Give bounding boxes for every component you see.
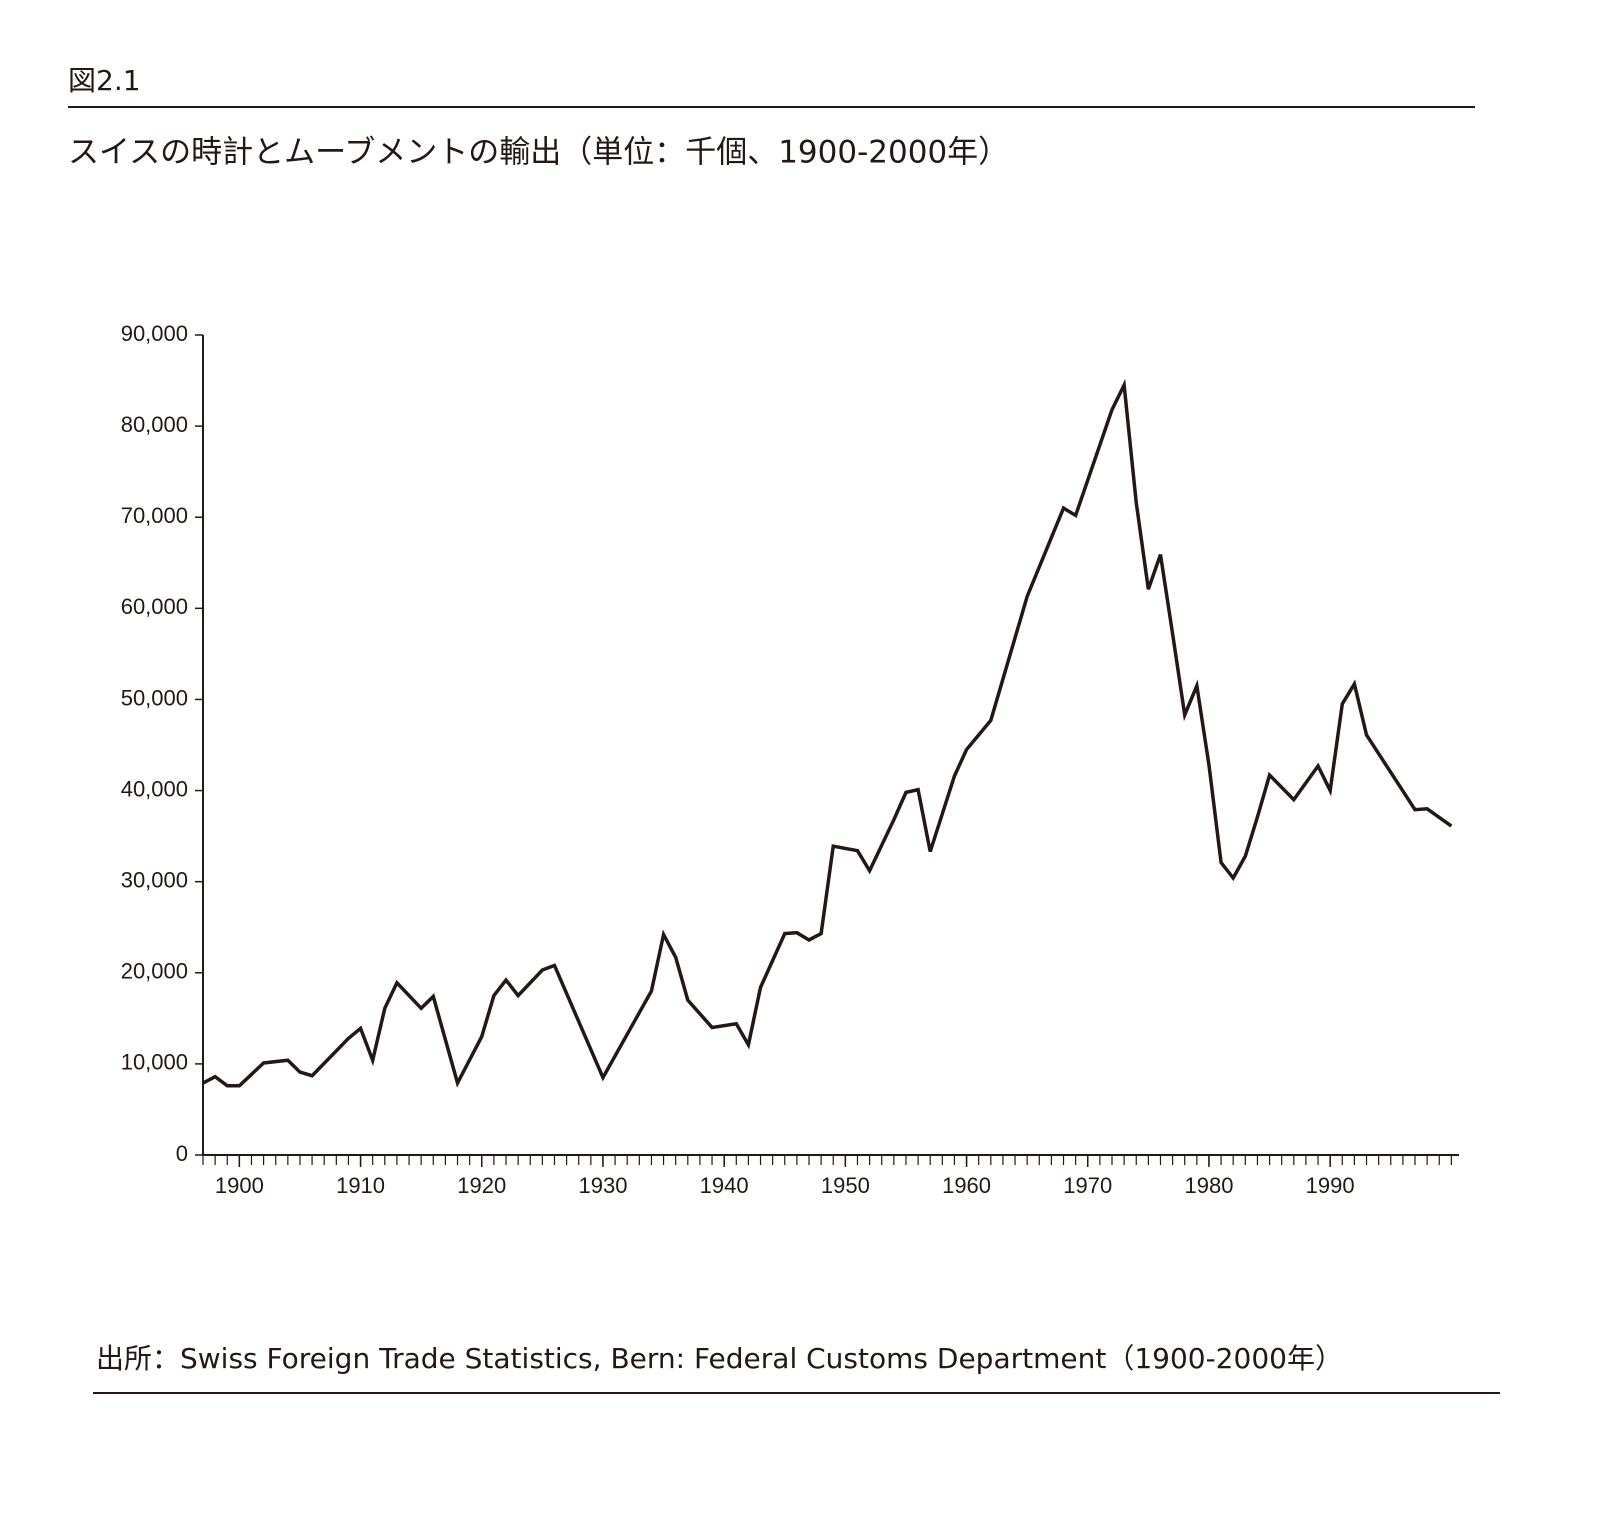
source-note: 出所：Swiss Foreign Trade Statistics, Bern:… <box>96 1342 1343 1375</box>
y-tick-label: 60,000 <box>121 594 188 619</box>
y-tick-label: 90,000 <box>121 321 188 346</box>
chart-title: スイスの時計とムーブメントの輸出（単位：千個、1900-2000年） <box>68 135 1009 171</box>
x-tick-label: 1940 <box>700 1173 749 1198</box>
x-tick-label: 1960 <box>942 1173 991 1198</box>
x-tick-label: 1990 <box>1306 1173 1355 1198</box>
x-tick-label: 1930 <box>578 1173 627 1198</box>
y-tick-label: 10,000 <box>121 1050 188 1075</box>
data-line <box>202 378 1453 1088</box>
y-tick-label: 30,000 <box>121 867 188 892</box>
x-tick-label: 1920 <box>457 1173 506 1198</box>
y-tick-label: 0 <box>176 1141 188 1166</box>
y-tick-label: 70,000 <box>121 503 188 528</box>
x-tick-label: 1910 <box>336 1173 385 1198</box>
y-tick-label: 20,000 <box>121 959 188 984</box>
figure-label: 図2.1 <box>68 64 141 97</box>
y-tick-label: 80,000 <box>121 412 188 437</box>
y-tick-label: 50,000 <box>121 685 188 710</box>
x-tick-label: 1950 <box>821 1173 870 1198</box>
x-tick-label: 1900 <box>215 1173 264 1198</box>
y-tick-label: 40,000 <box>121 776 188 801</box>
x-tick-label: 1970 <box>1063 1173 1112 1198</box>
x-tick-label: 1980 <box>1184 1173 1233 1198</box>
